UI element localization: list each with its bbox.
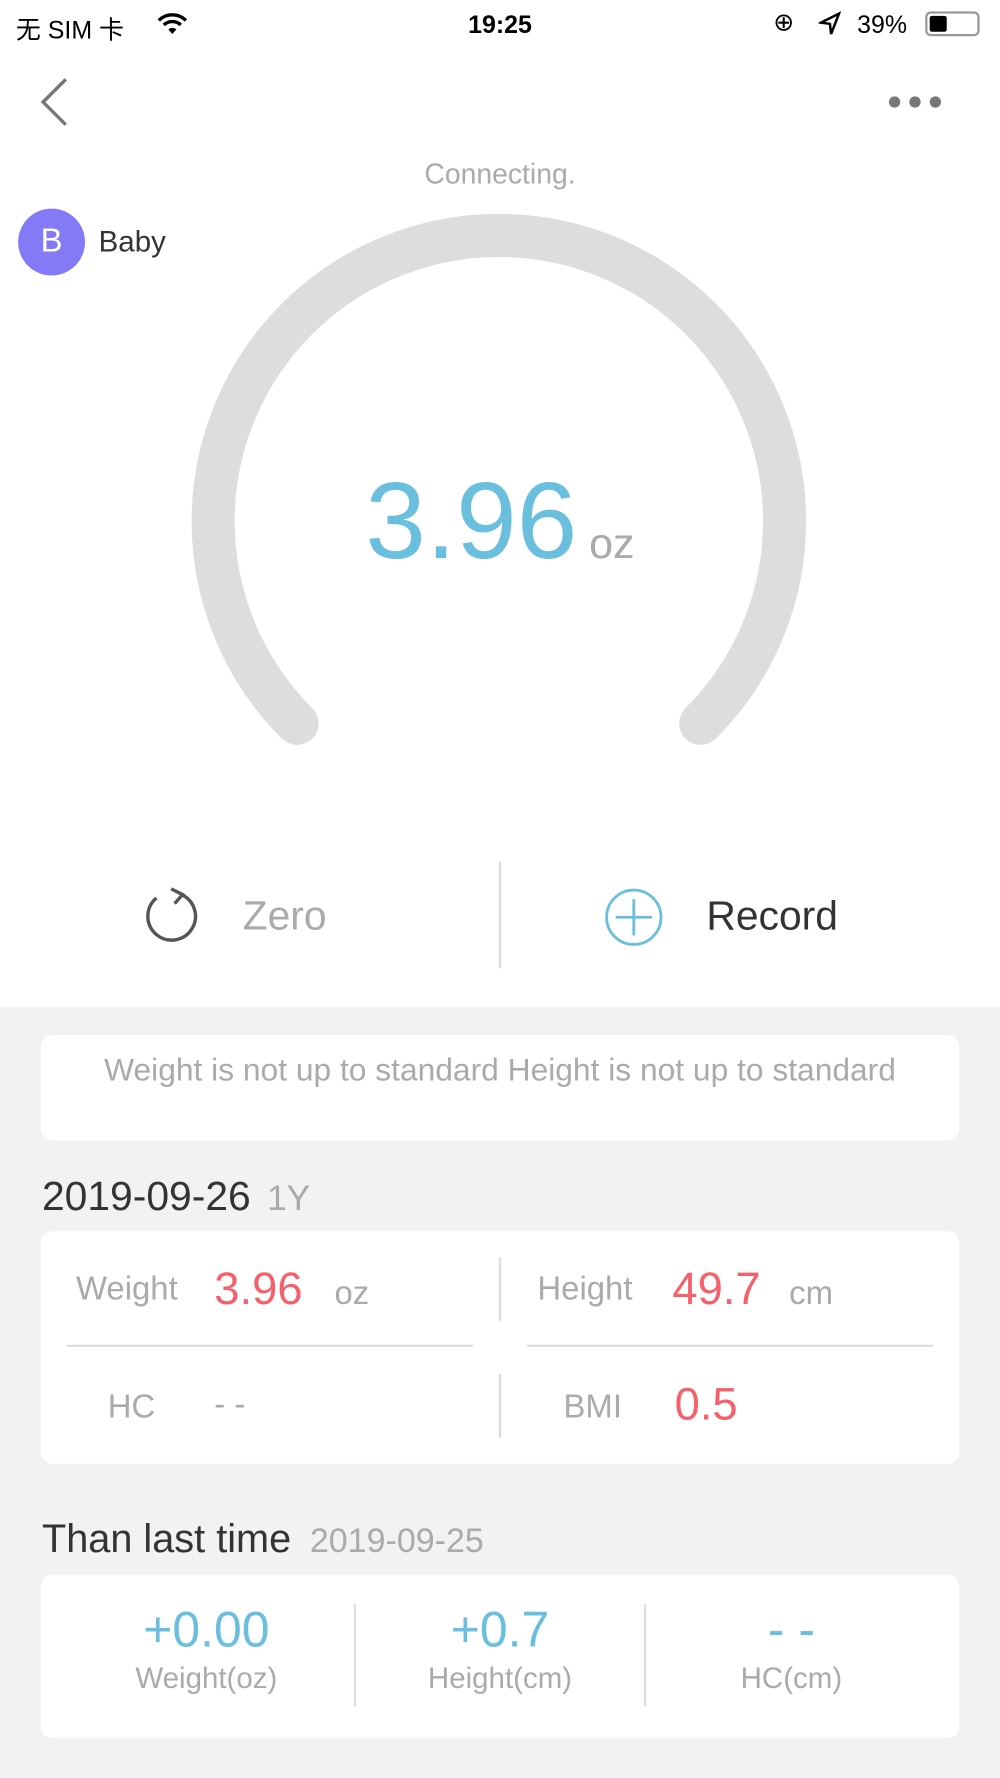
gauge-value: 3.96	[365, 460, 578, 582]
weight-unit: oz	[334, 1275, 370, 1312]
hc-change-label: HC(cm)	[740, 1661, 843, 1696]
height-label: Height	[537, 1270, 633, 1308]
details-panel: Weight is not up to standard Height is n…	[0, 1006, 1000, 1778]
divider	[353, 1604, 357, 1707]
divider	[66, 1344, 473, 1347]
more-button[interactable]	[884, 91, 945, 114]
notice-text: Weight is not up to standard Height is n…	[104, 1052, 896, 1088]
weight-gauge	[191, 213, 807, 745]
record-label: Record	[706, 892, 838, 939]
hc-change: - -	[767, 1602, 815, 1658]
record-button[interactable]: Record	[501, 862, 1000, 969]
hc-label: HC	[107, 1388, 156, 1426]
weight-value: 3.96	[214, 1264, 303, 1315]
height-change: +0.7	[450, 1602, 550, 1658]
comparison-date: 2019-09-25	[309, 1522, 484, 1561]
wifi-icon	[157, 13, 188, 35]
bmi-value: 0.5	[674, 1379, 738, 1430]
height-change-label: Height(cm)	[427, 1661, 573, 1696]
age-label: 1Y	[267, 1178, 311, 1218]
divider	[527, 1344, 934, 1347]
divider	[498, 1374, 502, 1438]
divider	[498, 1257, 502, 1321]
carrier-label: 无 SIM 卡	[15, 15, 124, 45]
plus-circle-icon	[605, 888, 663, 946]
location-icon	[818, 11, 842, 35]
weight-label: Weight	[75, 1270, 178, 1308]
height-value: 49.7	[672, 1264, 761, 1315]
weight-change: +0.00	[143, 1602, 270, 1658]
connection-status: Connecting.	[424, 158, 576, 191]
gauge-track	[191, 213, 807, 745]
comparison-item-weight: +0.00 Weight(oz)	[61, 1602, 351, 1696]
bmi-label: BMI	[563, 1388, 622, 1426]
comparison-header: Than last time 2019-09-25	[42, 1517, 484, 1562]
weight-change-label: Weight(oz)	[135, 1661, 278, 1696]
rotation-lock-icon: ⊕	[773, 7, 795, 37]
comparison-item-hc: - - HC(cm)	[646, 1602, 936, 1696]
zero-label: Zero	[242, 892, 327, 939]
reset-icon	[146, 887, 198, 942]
measurement-date: 2019-09-26	[41, 1172, 251, 1219]
gauge-reading: 3.96 oz	[0, 459, 1000, 584]
avatar[interactable]: B	[18, 208, 86, 276]
comparison-card: +0.00 Weight(oz) +0.7 Height(cm) - - HC(…	[40, 1574, 960, 1739]
hc-value: - -	[214, 1386, 246, 1423]
height-unit: cm	[789, 1275, 833, 1312]
comparison-item-height: +0.7 Height(cm)	[355, 1602, 645, 1696]
zero-button[interactable]: Zero	[0, 862, 499, 969]
back-button[interactable]	[34, 75, 73, 129]
standard-notice: Weight is not up to standard Height is n…	[40, 1035, 960, 1141]
measurement-card: Weight 3.96 oz Height 49.7 cm HC - - BMI…	[40, 1231, 960, 1464]
action-divider	[498, 861, 502, 969]
clock: 19:25	[468, 10, 532, 39]
comparison-title: Than last time	[41, 1517, 292, 1562]
battery-icon	[925, 11, 980, 37]
gauge-unit: oz	[589, 520, 635, 569]
user-name[interactable]: Baby	[98, 224, 166, 259]
measurement-header: 2019-09-26 1Y	[42, 1172, 310, 1220]
divider	[643, 1604, 647, 1707]
battery-percent: 39%	[857, 10, 908, 39]
